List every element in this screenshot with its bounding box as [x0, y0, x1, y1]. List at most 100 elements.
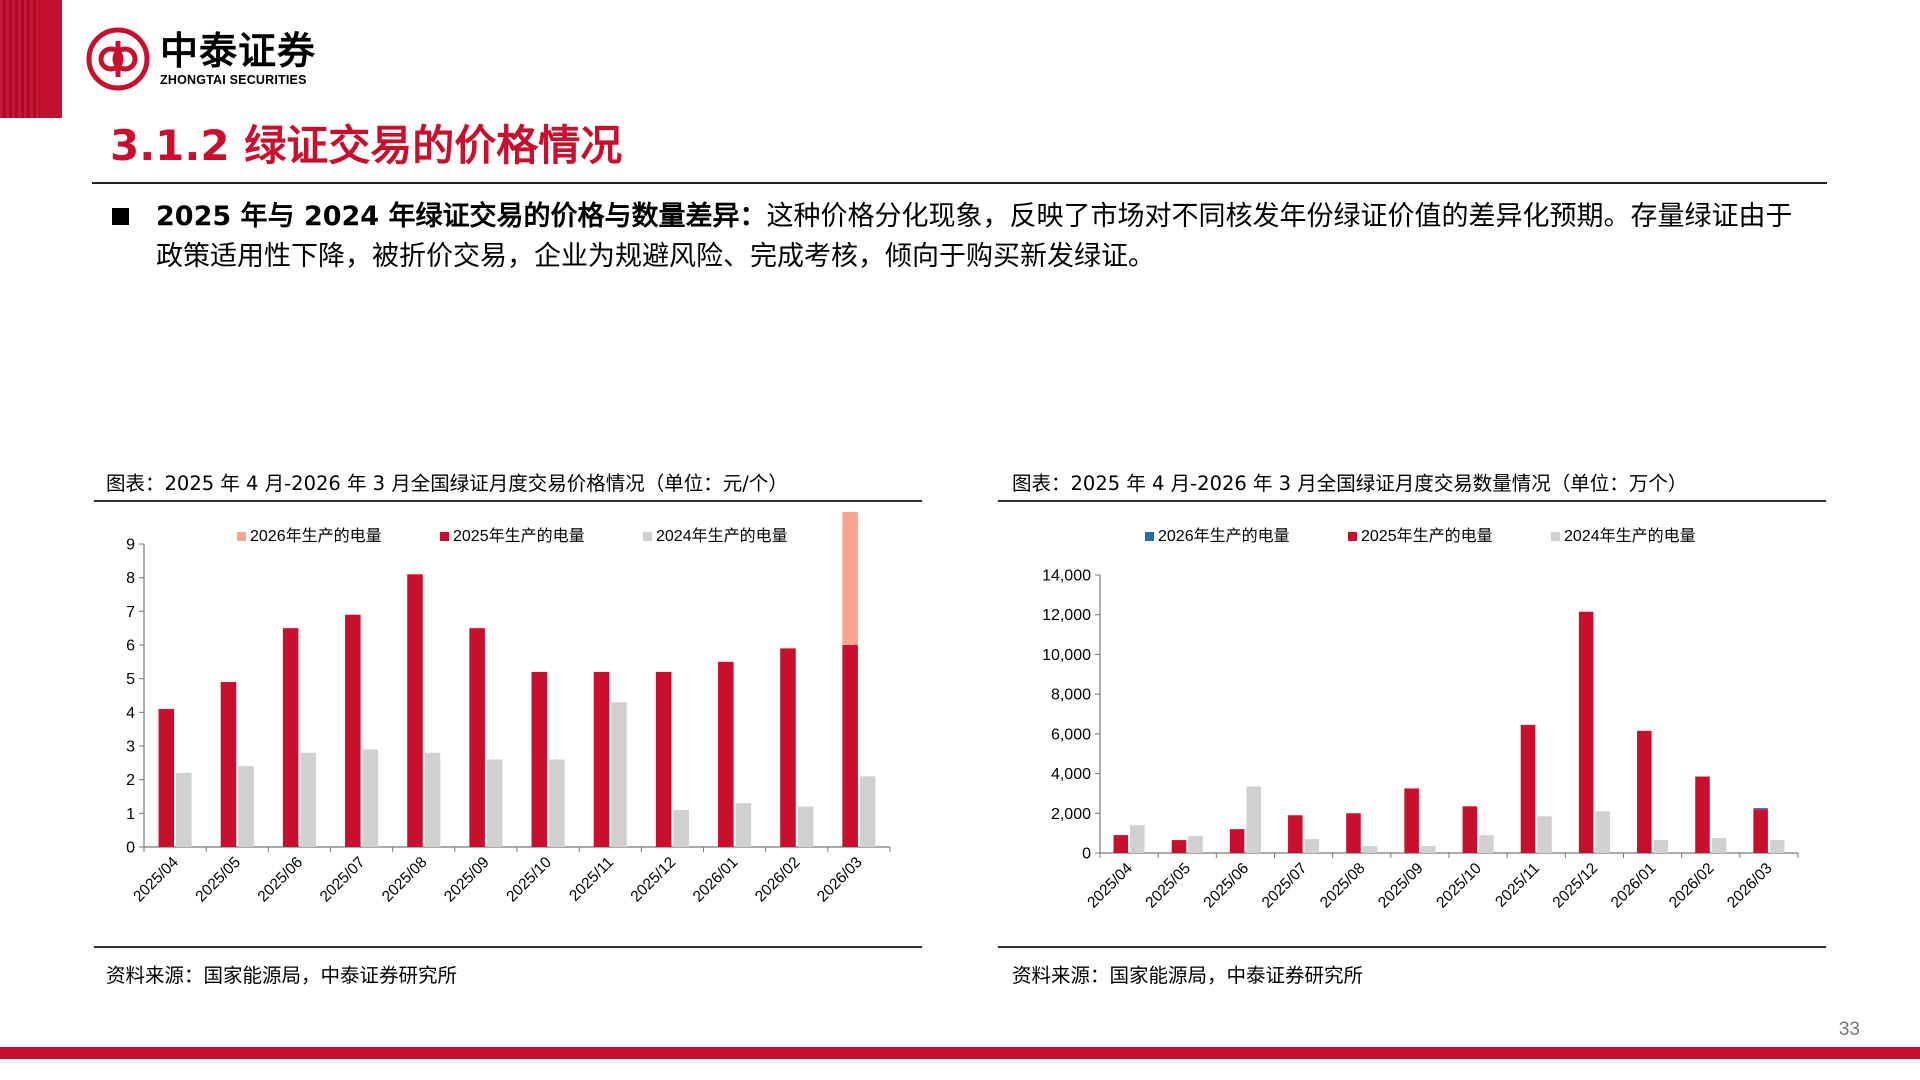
left-chart-bar-s1-2 [282, 628, 299, 847]
left-price-chart: 2026年生产的电量 2025年生产的电量 2024年生产的电量 0 1 2 3 4 5 6 7 8 9… [126, 512, 891, 906]
right-chart-bar-s1-2 [1229, 829, 1245, 853]
right-chart-bar-s1-10 [1695, 776, 1710, 853]
right-chart-caption: 图表：2025 年 4 月-2026 年 3 月全国绿证月度交易数量情况（单位：… [1012, 472, 1688, 495]
right-chart-bar-s2-10 [1711, 838, 1727, 853]
left-chart-legend-swatch-0 [237, 532, 246, 541]
right-chart-bar-s1-9 [1637, 730, 1652, 853]
left-chart-y-tick-label-4: 4 [126, 705, 135, 722]
left-chart-bar-s2-9 [735, 803, 752, 847]
right-chart-y-tick-label-1: 2,000 [1051, 806, 1091, 823]
left-chart-x-tick-label-7: 2025/11 [566, 854, 617, 905]
right-chart-bar-s2-11 [1769, 840, 1785, 853]
right-chart-x-tick-label-1: 2025/05 [1142, 860, 1194, 912]
left-chart-caption: 图表：2025 年 4 月-2026 年 3 月全国绿证月度交易价格情况（单位：… [106, 472, 788, 495]
left-chart-y-tick-label-7: 7 [126, 604, 135, 621]
logo-chinese-name: 中泰证券 [160, 29, 317, 73]
left-chart-legend-swatch-2 [643, 532, 652, 541]
left-chart-bar-s1-9 [718, 661, 734, 847]
right-chart-y-tick-label-6: 12,000 [1042, 607, 1091, 624]
right-chart-bar-s0-11 [1753, 808, 1768, 810]
right-chart-x-tick-label-10: 2026/02 [1666, 860, 1718, 912]
right-chart-legend-swatch-0 [1145, 532, 1154, 541]
corner-band [40, 0, 62, 118]
left-chart-legend-label-0: 2026年生产的电量 [250, 527, 382, 545]
left-chart-legend-label-1: 2025年生产的电量 [453, 527, 585, 545]
left-chart-x-tick-label-10: 2026/02 [752, 854, 804, 906]
left-chart-legend-swatch-1 [440, 532, 449, 541]
bullet-text: 2025 年与 2024 年绿证交易的价格与数量差异：这种价格分化现象，反映了市… [156, 197, 1812, 277]
right-chart-bar-s1-1 [1171, 840, 1187, 853]
left-chart-source: 资料来源：国家能源局，中泰证券研究所 [106, 964, 458, 987]
left-chart-bar-s1-4 [407, 574, 423, 847]
right-chart-y-tick-label-3: 6,000 [1051, 726, 1091, 743]
left-chart-bar-s2-11 [859, 776, 876, 847]
left-chart-x-tick-label-1: 2025/05 [192, 854, 244, 906]
right-chart-bar-s2-8 [1595, 811, 1610, 853]
right-chart-y-tick-label-2: 4,000 [1051, 766, 1091, 783]
right-chart-x-tick-label-5: 2025/09 [1375, 860, 1427, 912]
left-chart-bar-s2-2 [300, 752, 316, 847]
right-chart-bar-s1-7 [1520, 724, 1536, 853]
left-chart-bar-s1-8 [655, 671, 672, 847]
left-chart-bar-s1-10 [780, 648, 796, 847]
page-number: 33 [1838, 1019, 1860, 1040]
corner-decoration [0, 0, 62, 118]
right-chart-bar-s1-4 [1346, 813, 1361, 853]
left-chart-x-tick-label-4: 2025/08 [379, 854, 431, 906]
right-chart-y-tick-label-0: 0 [1082, 846, 1091, 863]
right-chart-bar-s2-2 [1246, 786, 1261, 853]
footer-bar [0, 1047, 1920, 1059]
right-chart-bar-s1-11 [1753, 809, 1768, 853]
right-chart-bar-s2-3 [1304, 839, 1320, 853]
corner-stripes [0, 0, 40, 118]
left-chart-bar-s2-4 [424, 752, 441, 847]
right-chart-x-tick-label-8: 2025/12 [1550, 860, 1602, 912]
left-chart-x-tick-label-8: 2025/12 [628, 854, 680, 906]
left-chart-bar-s1-6 [531, 671, 548, 847]
right-chart-y-tick-label-4: 8,000 [1051, 687, 1091, 704]
right-chart-bar-s2-1 [1188, 836, 1203, 853]
left-chart-bar-s2-7 [611, 702, 627, 847]
right-chart-bar-s1-6 [1462, 806, 1478, 853]
right-chart-x-tick-label-0: 2025/04 [1084, 860, 1136, 912]
right-chart-x-tick-label-3: 2025/07 [1259, 860, 1311, 912]
right-chart-x-tick-label-7: 2025/11 [1492, 860, 1543, 911]
left-chart-bar-s2-3 [362, 749, 379, 847]
left-chart-bar-s1-11 [842, 645, 858, 847]
left-chart-x-tick-label-2: 2025/06 [255, 854, 307, 906]
right-chart-source: 资料来源：国家能源局，中泰证券研究所 [1012, 964, 1364, 987]
left-chart-bar-s1-5 [469, 628, 485, 847]
left-chart-bar-s0-11 [842, 512, 858, 645]
right-chart-bar-s1-5 [1404, 788, 1419, 853]
logo-english-name: ZHONGTAI SECURITIES [160, 73, 307, 87]
right-chart-bar-s1-8 [1578, 611, 1594, 853]
left-chart-bar-s1-0 [158, 708, 175, 847]
right-chart-x-tick-label-9: 2026/01 [1608, 860, 1660, 912]
left-chart-bottom-rule [94, 946, 922, 948]
left-chart-x-tick-label-5: 2025/09 [441, 854, 493, 906]
right-chart-bar-s2-7 [1537, 816, 1552, 853]
bullet-square-icon [112, 208, 129, 225]
right-chart-legend-swatch-2 [1551, 532, 1560, 541]
right-chart-y-tick-label-5: 10,000 [1042, 647, 1091, 664]
left-chart-x-tick-label-3: 2025/07 [317, 854, 369, 906]
left-chart-y-tick-label-9: 9 [126, 537, 135, 554]
left-chart-x-tick-label-11: 2026/03 [814, 854, 866, 906]
bullet-paragraph: 2025 年与 2024 年绿证交易的价格与数量差异：这种价格分化现象，反映了市… [112, 197, 1812, 277]
right-chart-bar-s2-0 [1130, 825, 1145, 853]
left-chart-bar-s2-1 [238, 766, 254, 847]
bullet-body: 这种价格分化现象，反映了市场对不同核发年份绿证价值的差异化预期。存量绿证由于政策… [156, 201, 1793, 272]
left-chart-y-tick-label-6: 6 [126, 638, 135, 655]
left-chart-top-rule [94, 500, 922, 502]
left-chart-bar-s1-7 [593, 671, 610, 847]
right-chart-y-tick-label-7: 14,000 [1042, 568, 1091, 585]
left-chart-y-tick-label-8: 8 [126, 570, 135, 587]
right-chart-legend-label-1: 2025年生产的电量 [1361, 527, 1493, 545]
right-chart-x-tick-label-4: 2025/08 [1317, 860, 1369, 912]
left-chart-bar-s1-1 [220, 682, 237, 847]
right-volume-chart: 2026年生产的电量 2025年生产的电量 2024年生产的电量 0 2,000 4,00… [1042, 527, 1799, 912]
left-chart-y-tick-label-2: 2 [126, 772, 135, 789]
right-chart-bar-s2-4 [1362, 846, 1378, 853]
right-chart-bottom-rule [998, 946, 1826, 948]
bullet-heading: 2025 年与 2024 年绿证交易的价格与数量差异： [156, 201, 767, 232]
